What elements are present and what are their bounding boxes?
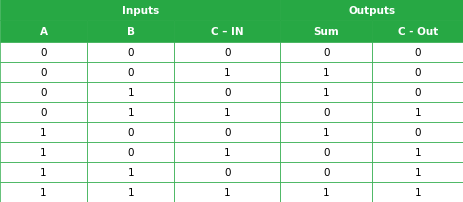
Bar (174, 102, 280, 122)
Bar (0, 82, 87, 102)
Bar (280, 182, 371, 202)
Text: Inputs: Inputs (121, 6, 158, 16)
Bar (174, 122, 280, 142)
Text: 0: 0 (414, 47, 420, 57)
Bar (0, 0, 280, 21)
Text: 0: 0 (127, 127, 134, 137)
Bar (371, 102, 463, 122)
Bar (87, 122, 174, 142)
Text: C – IN: C – IN (211, 27, 243, 37)
Bar (87, 62, 174, 82)
Bar (280, 0, 463, 21)
Text: 0: 0 (127, 147, 134, 157)
Bar (174, 142, 280, 162)
Text: 1: 1 (224, 147, 230, 157)
Bar (87, 182, 174, 202)
Text: 1: 1 (414, 107, 420, 117)
Text: 0: 0 (40, 87, 47, 97)
Bar (371, 122, 463, 142)
Text: 0: 0 (224, 167, 230, 177)
Text: 1: 1 (414, 147, 420, 157)
Bar (174, 182, 280, 202)
Bar (174, 21, 280, 42)
Bar (280, 142, 371, 162)
Text: 0: 0 (322, 167, 329, 177)
Bar (87, 42, 174, 62)
Text: B: B (126, 27, 135, 37)
Bar (371, 142, 463, 162)
Bar (371, 62, 463, 82)
Text: Sum: Sum (313, 27, 338, 37)
Text: 0: 0 (322, 107, 329, 117)
Bar (87, 82, 174, 102)
Bar (174, 42, 280, 62)
Bar (0, 162, 87, 182)
Text: 0: 0 (322, 47, 329, 57)
Bar (87, 21, 174, 42)
Bar (0, 142, 87, 162)
Text: 0: 0 (224, 127, 230, 137)
Text: 1: 1 (40, 187, 47, 197)
Text: 1: 1 (322, 187, 329, 197)
Text: 1: 1 (322, 87, 329, 97)
Bar (0, 21, 87, 42)
Bar (371, 182, 463, 202)
Bar (0, 122, 87, 142)
Text: 0: 0 (414, 87, 420, 97)
Text: 1: 1 (40, 147, 47, 157)
Text: 1: 1 (127, 167, 134, 177)
Text: 1: 1 (224, 187, 230, 197)
Bar (280, 122, 371, 142)
Text: 1: 1 (224, 67, 230, 77)
Bar (280, 62, 371, 82)
Text: 1: 1 (127, 187, 134, 197)
Bar (0, 102, 87, 122)
Text: 0: 0 (414, 127, 420, 137)
Bar (280, 162, 371, 182)
Text: 1: 1 (414, 187, 420, 197)
Bar (371, 42, 463, 62)
Bar (371, 162, 463, 182)
Bar (87, 102, 174, 122)
Bar (280, 42, 371, 62)
Text: 1: 1 (127, 107, 134, 117)
Text: 0: 0 (40, 107, 47, 117)
Text: C - Out: C - Out (397, 27, 437, 37)
Bar (0, 42, 87, 62)
Bar (174, 62, 280, 82)
Bar (280, 82, 371, 102)
Bar (280, 102, 371, 122)
Text: 1: 1 (127, 87, 134, 97)
Text: A: A (39, 27, 48, 37)
Text: 1: 1 (40, 127, 47, 137)
Text: 0: 0 (127, 67, 134, 77)
Bar (174, 162, 280, 182)
Text: 1: 1 (322, 67, 329, 77)
Text: 1: 1 (40, 167, 47, 177)
Text: 0: 0 (40, 47, 47, 57)
Bar (174, 82, 280, 102)
Bar (0, 62, 87, 82)
Text: 0: 0 (322, 147, 329, 157)
Text: 0: 0 (414, 67, 420, 77)
Text: 1: 1 (322, 127, 329, 137)
Text: Outputs: Outputs (348, 6, 395, 16)
Bar (371, 21, 463, 42)
Text: 0: 0 (40, 67, 47, 77)
Text: 0: 0 (224, 87, 230, 97)
Bar (87, 142, 174, 162)
Bar (0, 182, 87, 202)
Bar (87, 162, 174, 182)
Bar (371, 82, 463, 102)
Text: 0: 0 (127, 47, 134, 57)
Text: 1: 1 (414, 167, 420, 177)
Text: 0: 0 (224, 47, 230, 57)
Bar (280, 21, 371, 42)
Text: 1: 1 (224, 107, 230, 117)
